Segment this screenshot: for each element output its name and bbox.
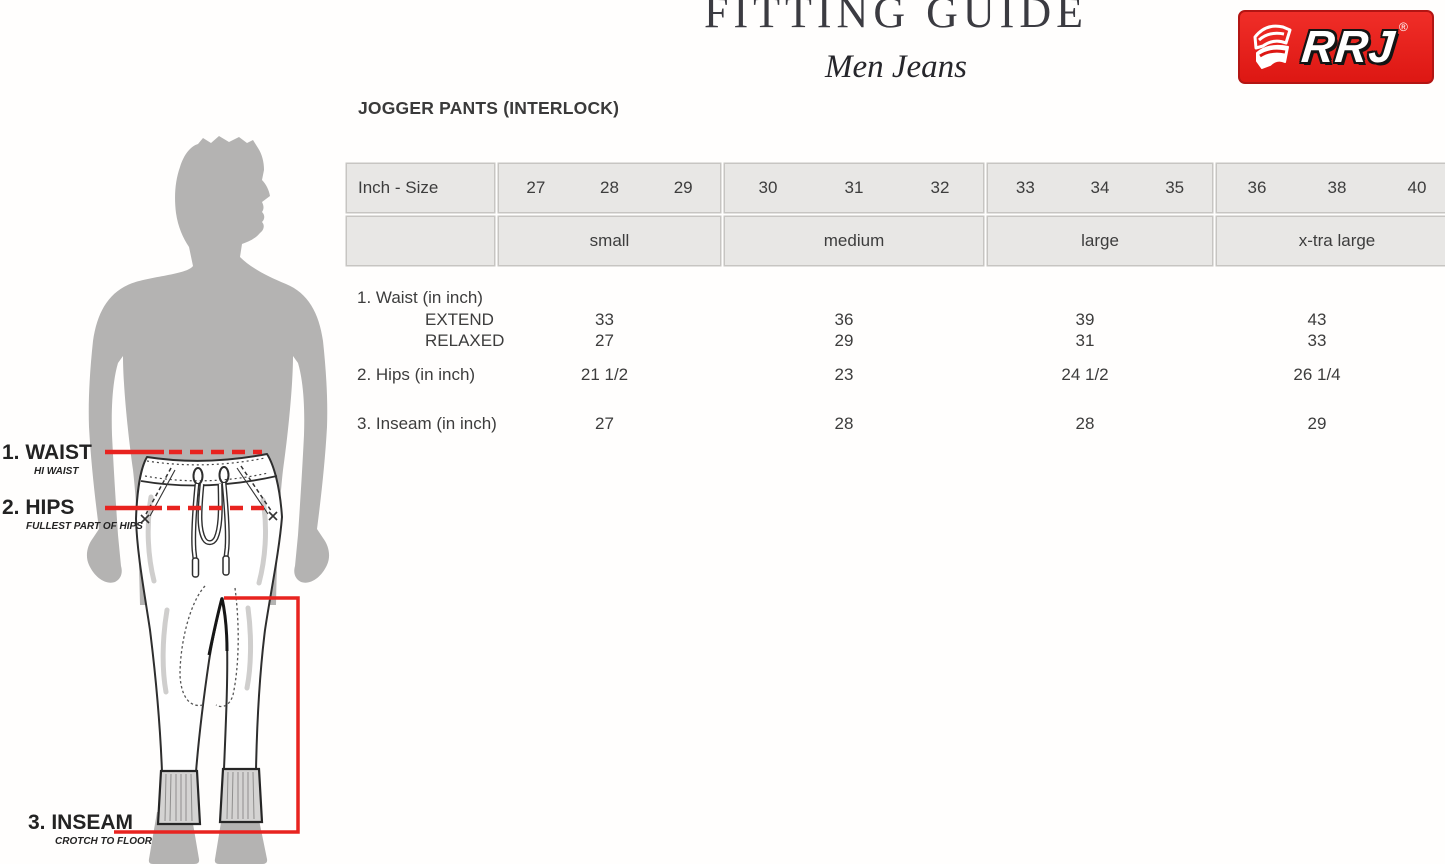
sizes-xtra-large: 36 38 40	[1217, 164, 1445, 212]
annotation-label: 2. HIPS	[2, 496, 75, 519]
sizes-large: 33 34 35	[988, 164, 1212, 212]
group-name-small: small	[499, 217, 720, 265]
group-name-xtra-large: x-tra large	[1217, 217, 1445, 265]
registered-mark: ®	[1399, 20, 1408, 34]
row-label: 2. Hips (in inch)	[357, 365, 476, 384]
rrj-logo: RRJ ®	[1238, 10, 1434, 84]
annotation-label: 1. WAIST	[2, 441, 92, 464]
table-row: 1. Waist (in inch)	[347, 287, 1437, 309]
size-value: 31	[844, 178, 864, 197]
size-value: 27	[526, 178, 546, 197]
cell-value: 26 1/4	[1293, 365, 1341, 384]
table-row: 2. Hips (in inch) 21 1/2 23 24 1/2 26 1/…	[347, 364, 1437, 386]
cell-value: 33	[1307, 330, 1327, 350]
annotation-label: 3. INSEAM	[28, 811, 134, 834]
annotation-inseam: 3. INSEAM CROTCH TO FLOOR	[28, 812, 152, 847]
size-value: 36	[1247, 178, 1267, 197]
row-label: EXTEND	[425, 309, 494, 329]
annotation-sublabel: CROTCH TO FLOOR	[55, 836, 153, 847]
sizes-medium: 30 31 32	[725, 164, 983, 212]
cell-value: 39	[1075, 309, 1095, 329]
cell-value: 43	[1307, 309, 1327, 329]
size-value: 35	[1165, 178, 1185, 197]
size-value: 33	[1015, 178, 1035, 197]
cell-value: 31	[1075, 330, 1095, 350]
group-name-large: large	[988, 217, 1212, 265]
size-value: 38	[1327, 178, 1347, 197]
cell-value: 28	[1075, 414, 1095, 433]
table-row: RELAXED 27 29 31 33	[347, 330, 1437, 351]
row-label: RELAXED	[425, 330, 505, 350]
section-label: JOGGER PANTS (INTERLOCK)	[358, 98, 620, 118]
row-label: 3. Inseam (in inch)	[357, 414, 497, 433]
row-label: 1. Waist (in inch)	[357, 288, 483, 307]
jogger-pants-drawing	[135, 453, 283, 826]
group-name-medium: medium	[725, 217, 983, 265]
cell-value: 23	[834, 365, 854, 384]
right-cuff	[218, 767, 264, 824]
size-table-header: Inch - Size 27 28 29 30 31 32 33 34 35 3…	[347, 164, 1445, 265]
sizes-small: 27 28 29	[499, 164, 720, 212]
page-title: FITTING GUIDE	[704, 0, 1088, 37]
size-value: 29	[673, 178, 693, 197]
measurement-marks	[105, 449, 300, 834]
cell-value: 29	[1307, 414, 1327, 433]
size-value: 28	[600, 178, 619, 197]
corner-cell: Inch - Size	[347, 164, 494, 212]
cell-value: 29	[834, 330, 854, 350]
table-row: 3. Inseam (in inch) 27 28 28 29	[347, 413, 1437, 435]
left-cuff	[156, 769, 202, 826]
page-subtitle: Men Jeans	[824, 49, 968, 85]
annotation-sublabel: HI WAIST	[34, 466, 79, 477]
table-row: EXTEND 33 36 39 43	[347, 309, 1437, 330]
inseam-measure-box	[114, 596, 300, 834]
rrj-logo-text: RRJ	[1299, 21, 1398, 72]
size-table-body: 1. Waist (in inch) EXTEND 33 36 39 43 RE…	[347, 287, 1437, 435]
empty-cell	[347, 217, 494, 265]
annotation-hips: 2. HIPS FULLEST PART OF HIPS	[2, 497, 143, 532]
size-value: 30	[758, 178, 778, 197]
size-value: 34	[1090, 178, 1110, 197]
size-value: 32	[930, 178, 950, 197]
cell-value: 33	[595, 309, 614, 329]
cell-value: 21 1/2	[580, 365, 629, 384]
size-table: Inch - Size 27 28 29 30 31 32 33 34 35 3…	[347, 164, 1445, 435]
size-value: 40	[1407, 178, 1427, 197]
cell-value: 27	[595, 330, 614, 350]
right-foot	[214, 810, 268, 864]
cell-value: 28	[834, 414, 854, 433]
annotation-waist: 1. WAIST HI WAIST	[2, 442, 92, 477]
cell-value: 36	[834, 309, 854, 329]
drawstring	[191, 466, 230, 578]
rrj-shield-icon	[1253, 24, 1292, 69]
title-block: FITTING GUIDE Men Jeans	[350, 0, 1442, 84]
cell-value: 27	[595, 414, 614, 433]
annotation-sublabel: FULLEST PART OF HIPS	[26, 521, 143, 532]
mannequin-figure	[86, 136, 330, 864]
cell-value: 24 1/2	[1061, 365, 1109, 384]
